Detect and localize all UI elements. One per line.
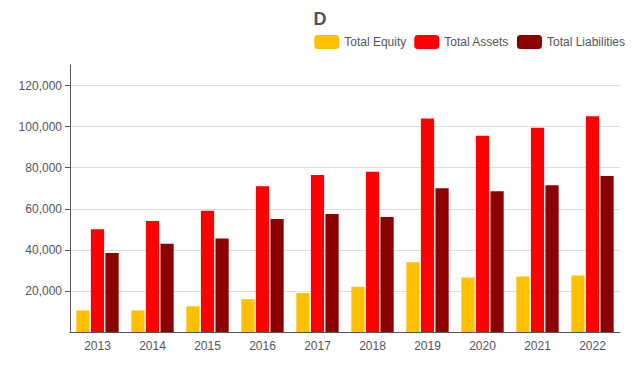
svg-text:Total Liabilities: Total Liabilities: [547, 35, 625, 49]
svg-text:60,000: 60,000: [25, 202, 62, 216]
svg-text:2014: 2014: [139, 339, 166, 353]
svg-text:100,000: 100,000: [19, 120, 63, 134]
svg-text:120,000: 120,000: [19, 79, 63, 93]
svg-text:2017: 2017: [304, 339, 331, 353]
svg-text:2020: 2020: [469, 339, 496, 353]
svg-text:2021: 2021: [524, 339, 551, 353]
svg-text:Total Equity: Total Equity: [344, 35, 406, 49]
svg-text:2016: 2016: [249, 339, 276, 353]
svg-text:2018: 2018: [359, 339, 386, 353]
svg-text:2019: 2019: [414, 339, 441, 353]
svg-text:2013: 2013: [84, 339, 111, 353]
svg-text:2015: 2015: [194, 339, 221, 353]
svg-text:40,000: 40,000: [25, 243, 62, 257]
svg-text:80,000: 80,000: [25, 161, 62, 175]
svg-text:D: D: [314, 9, 327, 29]
svg-text:20,000: 20,000: [25, 284, 62, 298]
svg-text:Total Assets: Total Assets: [444, 35, 508, 49]
svg-text:2022: 2022: [579, 339, 606, 353]
